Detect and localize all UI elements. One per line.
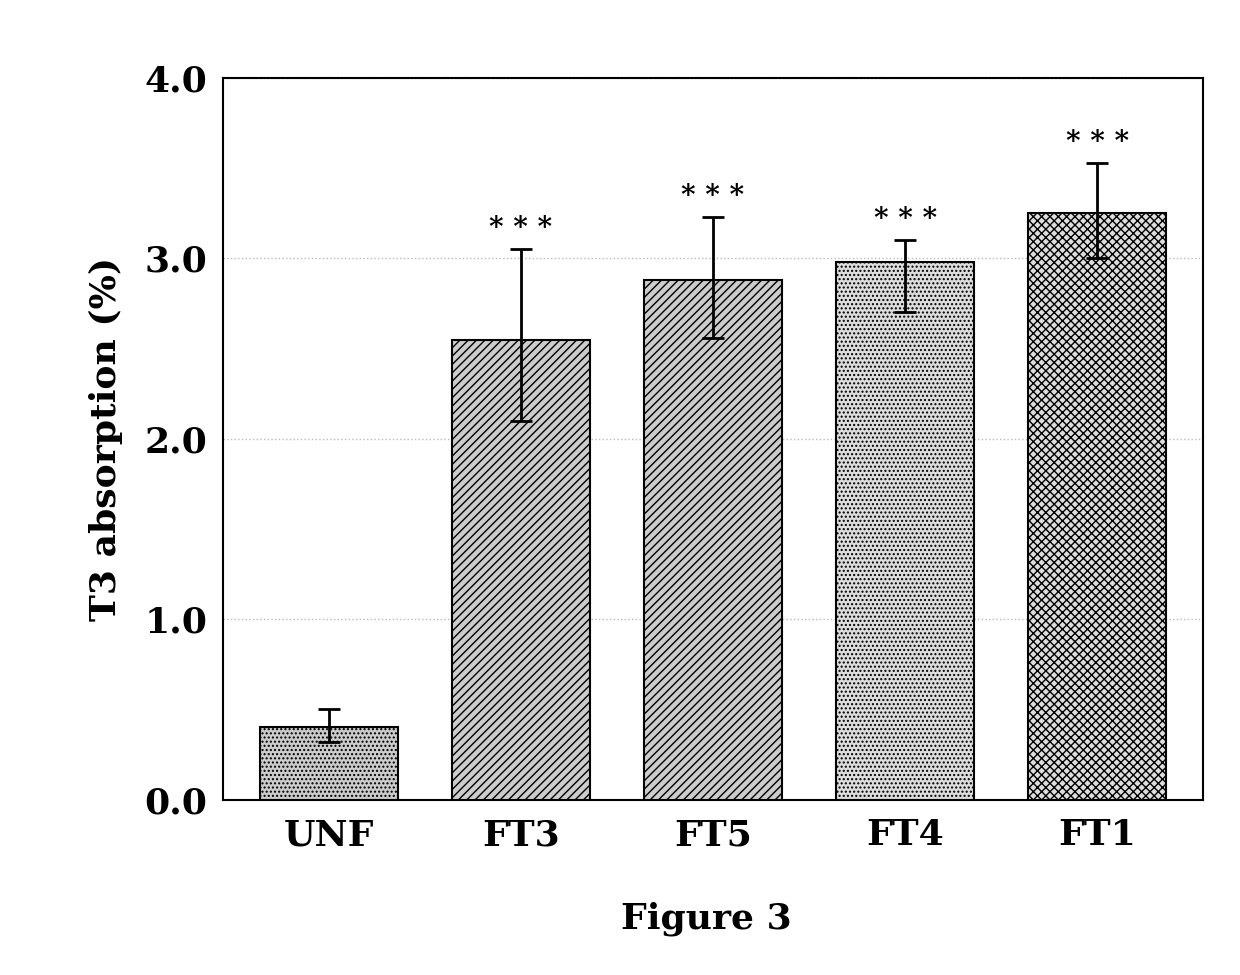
Bar: [1028, 214, 1167, 800]
Y-axis label: T3 absorption (%): T3 absorption (%): [89, 256, 124, 621]
Bar: [451, 339, 590, 800]
Text: Figure 3: Figure 3: [621, 902, 792, 936]
Text: * * *: * * *: [1065, 129, 1128, 156]
Bar: [644, 280, 782, 800]
Bar: [836, 262, 975, 800]
Text: * * *: * * *: [873, 206, 936, 233]
Text: * * *: * * *: [490, 215, 553, 242]
Text: * * *: * * *: [682, 182, 744, 210]
Bar: [259, 727, 398, 800]
